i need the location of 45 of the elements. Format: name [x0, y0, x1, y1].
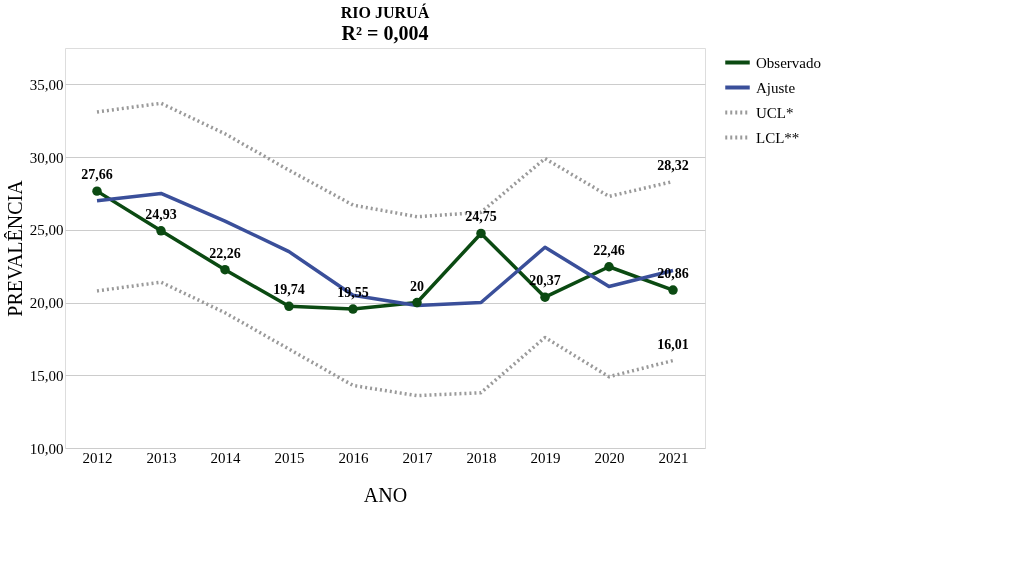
data-label: 22,26 [209, 245, 241, 261]
point [604, 262, 614, 272]
data-label: 22,46 [593, 242, 625, 258]
point [668, 285, 678, 295]
x-axis-title: ANO [363, 483, 408, 506]
x-tick-label: 2017 [402, 449, 433, 466]
y-tick-label: 35,00 [29, 76, 64, 93]
point [540, 292, 550, 302]
y-tick-label: 20,00 [29, 295, 64, 312]
data-label: 20 [410, 278, 424, 294]
point [284, 301, 294, 312]
legend-label: Ajuste [756, 79, 796, 96]
point [348, 304, 358, 314]
data-label: 16,01 [657, 336, 689, 352]
y-tick-label: 15,00 [29, 367, 64, 384]
legend-label: UCL* [756, 104, 794, 121]
point [412, 297, 422, 308]
x-tick-label: 2014 [210, 449, 241, 466]
chart-title: RIO JURUÁ [340, 3, 430, 21]
x-tick-label: 2012 [82, 449, 113, 466]
data-label: 19,74 [273, 282, 305, 298]
data-label: 28,32 [657, 157, 689, 173]
data-label: 20,37 [529, 273, 561, 289]
y-axis-title: PREVALÊNCIA [3, 179, 26, 317]
y-tick-label: 25,00 [29, 222, 64, 239]
data-label: 24,75 [465, 209, 497, 225]
x-tick-label: 2013 [146, 449, 177, 466]
x-tick-label: 2019 [530, 449, 561, 466]
x-tick-label: 2018 [466, 449, 497, 466]
y-tick-label: 30,00 [29, 149, 64, 166]
y-tick-label: 10,00 [29, 440, 64, 457]
legend-label: LCL** [756, 129, 800, 146]
data-label: 20,86 [657, 266, 689, 282]
point [92, 186, 102, 196]
point [156, 226, 166, 236]
data-label: 24,93 [145, 206, 177, 222]
chart-subtitle: R² = 0,004 [341, 22, 429, 44]
point [476, 228, 486, 239]
data-label: 27,66 [81, 167, 113, 183]
x-tick-label: 2016 [338, 449, 369, 466]
point [220, 264, 230, 275]
x-tick-label: 2015 [274, 449, 305, 466]
legend-label: Observado [756, 54, 821, 71]
x-tick-label: 2021 [658, 449, 689, 466]
x-tick-label: 2020 [594, 449, 625, 466]
